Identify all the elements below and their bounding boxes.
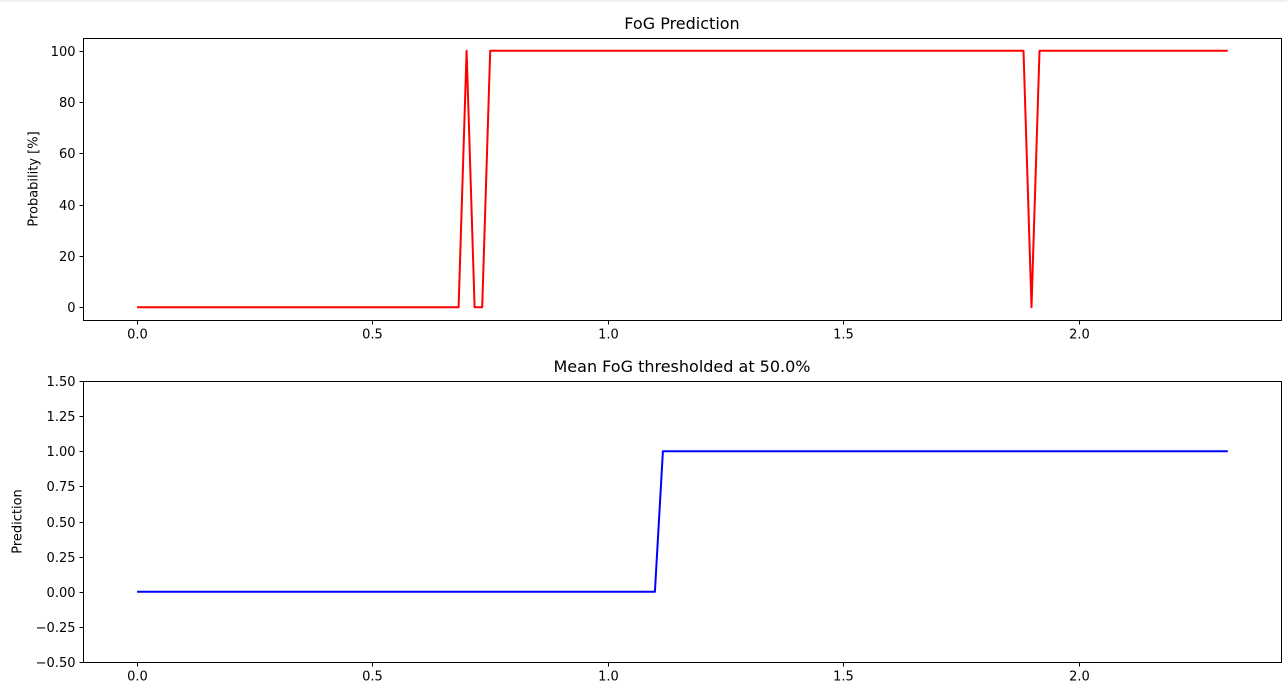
y-tick-label: 100 [51, 45, 76, 60]
x-tick-label: 2.0 [1069, 670, 1090, 685]
y-tick-label: 20 [59, 250, 76, 265]
y-tick-label: −0.50 [36, 656, 76, 671]
plot-lines [137, 450, 1228, 593]
x-tick-label: 0.5 [362, 328, 383, 343]
chart-title: FoG Prediction [624, 14, 739, 33]
y-tick-label: 1.00 [47, 445, 76, 460]
x-tick-label: 1.5 [833, 670, 854, 685]
series-line-1 [137, 450, 1228, 593]
series-line-1 [137, 49, 1228, 309]
y-tick-label: 0.25 [47, 551, 76, 566]
x-tick-label: 0.0 [127, 328, 148, 343]
plot-lines [137, 49, 1228, 309]
y-tick-label: 0.75 [47, 480, 76, 495]
y-tick-label: 60 [59, 147, 76, 162]
y-tick-label: −0.25 [36, 621, 76, 636]
x-tick-label: 1.5 [833, 328, 854, 343]
y-axis-ticks: −0.50 −0.25 0.00 0.25 0.50 0.75 1.00 1.25 1.50 [36, 375, 84, 671]
x-tick-label: 2.0 [1069, 328, 1090, 343]
x-tick-label: 0.0 [127, 670, 148, 685]
chart-title: Mean FoG thresholded at 50.0% [553, 357, 810, 376]
y-tick-label: 1.50 [47, 375, 76, 390]
x-axis-ticks: 0.0 0.5 1.0 1.5 2.0 [127, 320, 1090, 343]
axes-frame [83, 381, 1282, 663]
y-tick-label: 0 [67, 301, 75, 316]
y-tick-label: 40 [59, 199, 76, 214]
y-tick-label: 1.25 [47, 410, 76, 425]
y-tick-label: 0.00 [47, 586, 76, 601]
axes-frame [83, 38, 1282, 321]
y-tick-label: 80 [59, 96, 76, 111]
x-tick-label: 1.0 [598, 670, 619, 685]
subplot-mean-fog-thresholded: Mean FoG thresholded at 50.0% Prediction… [11, 357, 1282, 685]
y-axis-ticks: 0 20 40 60 80 100 [51, 45, 84, 316]
window-top-border [0, 0, 1287, 2]
x-tick-label: 0.5 [362, 670, 383, 685]
y-tick-label: 0.50 [47, 516, 76, 531]
y-axis-label: Probability [%] [27, 131, 42, 226]
y-axis-label: Prediction [11, 489, 26, 554]
subplot-fog-probability: FoG Prediction Probability [%] 0.0 0.5 1.0… [27, 14, 1282, 343]
x-tick-label: 1.0 [598, 328, 619, 343]
x-axis-ticks: 0.0 0.5 1.0 1.5 2.0 [127, 662, 1090, 685]
